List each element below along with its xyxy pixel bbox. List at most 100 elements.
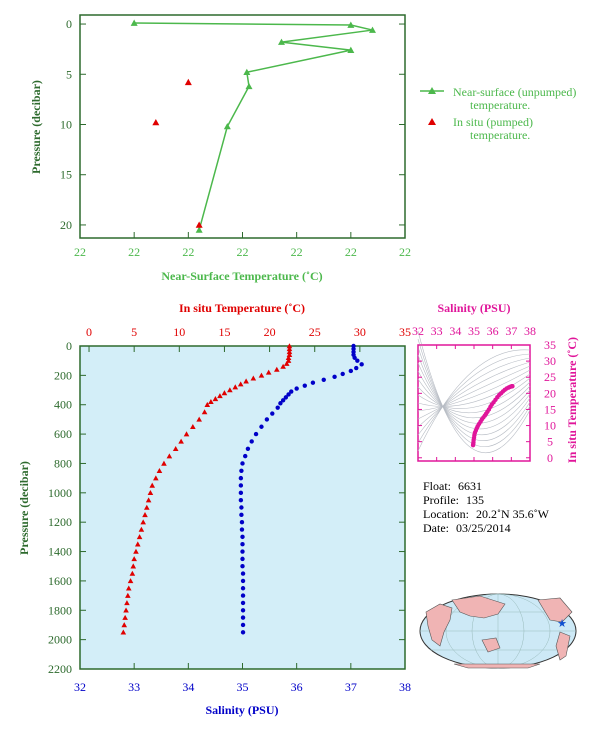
temperature-point: [142, 512, 148, 518]
salinity-point: [321, 377, 326, 382]
profile-y-label: Pressure (decibar): [17, 461, 31, 555]
map-land: [425, 595, 573, 669]
salinity-point: [302, 383, 307, 388]
ts-y-tick-label: 5: [547, 435, 553, 449]
temperature-point: [265, 369, 272, 375]
salinity-point: [249, 439, 254, 444]
profile-y-tick-label: 1600: [48, 574, 72, 588]
temperature-point: [286, 349, 293, 355]
temperature-point: [122, 614, 128, 620]
salinity-point: [264, 417, 270, 422]
temperature-point: [221, 390, 228, 396]
legend-pumped-marker: [428, 118, 436, 125]
temperature-point: [212, 396, 219, 402]
temperature-point: [280, 363, 286, 369]
temperature-point: [285, 354, 292, 360]
salinity-point: [354, 365, 359, 371]
ns-pumped-point: [184, 78, 192, 86]
profile-y-tick-label: 1400: [48, 545, 72, 559]
salinity-point: [240, 556, 245, 562]
ts-density-contour: [417, 361, 531, 428]
land-antarctica: [453, 663, 541, 669]
legend-pumped-label: In situ (pumped) temperature.: [453, 115, 536, 142]
salinity-point: [239, 527, 245, 532]
ts-y-tick-label: 20: [544, 386, 556, 400]
ns-y-tick-label: 0: [66, 17, 72, 31]
ns-x-tick-label: 22: [128, 245, 140, 259]
temperature-point: [149, 482, 156, 488]
ts-x-tick-label: 37: [505, 324, 517, 338]
salinity-point: [240, 608, 246, 613]
ts-x-tick-label: 33: [431, 324, 443, 338]
ns-x-tick-label: 22: [74, 245, 86, 259]
temperature-point: [125, 585, 132, 591]
salinity-point: [340, 371, 345, 377]
salinity-tick-label: 34: [182, 680, 194, 694]
ts-panel: 32 33 34 35 36 37 38 0 5 10 15 20 25 30 35 Salinity (…: [412, 301, 579, 465]
temperature-point: [237, 381, 244, 387]
ns-y-tick-label: 20: [60, 218, 72, 232]
salinity-point: [286, 392, 291, 397]
temperature-point: [121, 622, 128, 628]
ts-density-contour: [417, 357, 531, 436]
profile-y-tick-label: 600: [54, 427, 72, 441]
temperature-point: [131, 556, 137, 562]
salinity-point: [310, 380, 316, 385]
ts-density-contour: [417, 369, 531, 412]
salinity-point: [238, 483, 244, 488]
ts-x-tick-label: 38: [524, 324, 536, 338]
profile-y-tick-label: 2000: [48, 633, 72, 647]
ts-density-contour: [417, 365, 531, 420]
ts-y-tick-label: 25: [544, 370, 556, 384]
temperature-tick-label: 35: [399, 325, 411, 339]
temperature-tick-label: 0: [86, 325, 92, 339]
temperature-point: [250, 375, 257, 381]
ns-x-tick-label: 22: [399, 245, 411, 259]
location-label: Location:: [423, 507, 469, 521]
profile-y-tick-label: 1000: [48, 486, 72, 500]
ts-y-tick-label: 10: [544, 419, 556, 433]
near-surface-panel: 0 5 10 15 20 22 22 22 22 22 22 22 Near-Surface Tem…: [29, 14, 576, 283]
float-location-star: ★: [557, 618, 567, 630]
ts-y-tick-label: 35: [544, 338, 556, 352]
temperature-point: [274, 366, 280, 372]
profile-y-tick-label: 1200: [48, 515, 72, 529]
salinity-point: [259, 424, 264, 429]
near-surface-frame: [79, 14, 406, 239]
ts-density-contour: [417, 370, 531, 424]
salinity-point: [239, 512, 244, 518]
ts-density-contour: [417, 373, 531, 407]
land-africa-europe: [425, 603, 453, 647]
salinity-point: [238, 475, 244, 481]
ns-unpumped-point: [243, 68, 251, 76]
salinity-tick-label: 32: [74, 680, 86, 694]
ts-density-contour: [417, 330, 531, 453]
salinity-point: [240, 564, 245, 569]
temperature-point: [153, 475, 159, 481]
temperature-point: [183, 431, 190, 437]
ts-density-contour: [417, 377, 531, 409]
ns-x-tick-label: 22: [345, 245, 357, 259]
ns-unpumped-point: [347, 21, 355, 28]
salinity-point: [239, 505, 244, 510]
date-line: Date: 03/25/2014: [423, 521, 511, 535]
ts-density-contour: [417, 362, 531, 430]
salinity-point: [240, 586, 246, 591]
ts-x-tick-label: 35: [468, 324, 480, 338]
ns-x-tick-label: 22: [237, 245, 249, 259]
ns-x-tick-label: 22: [182, 245, 194, 259]
temperature-point: [145, 497, 152, 503]
profile-y-tick-label: 800: [54, 456, 72, 470]
temperature-point: [147, 490, 154, 496]
salinity-point: [238, 497, 244, 503]
salinity-point: [238, 490, 244, 496]
temperature-point: [124, 600, 130, 606]
ns-unpumped-point: [278, 38, 285, 45]
legend-pumped-line2: temperature.: [470, 128, 530, 142]
salinity-tick-label: 33: [128, 680, 140, 694]
salinity-point: [240, 578, 246, 584]
float-line: Float: 6631: [423, 479, 482, 493]
salinity-point: [245, 446, 251, 451]
ts-y-tick-label: 30: [544, 354, 556, 368]
